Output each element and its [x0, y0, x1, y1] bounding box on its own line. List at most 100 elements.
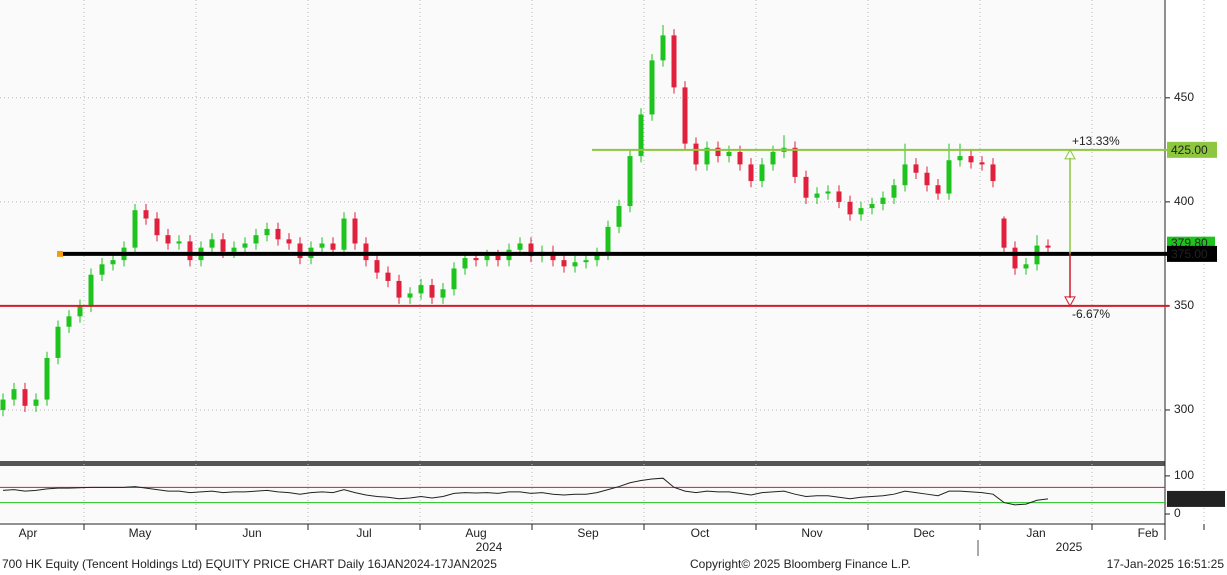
candle-body	[770, 151, 776, 165]
candle-body	[616, 206, 622, 227]
candle-body	[187, 241, 193, 261]
candle-body	[44, 357, 50, 400]
candle-body	[385, 272, 391, 281]
y-tick-label: 300	[1174, 402, 1194, 416]
candle-body	[968, 156, 974, 163]
candle-body	[143, 210, 149, 219]
candle-body	[462, 258, 468, 269]
candle-body	[418, 285, 424, 294]
candle-body	[693, 143, 699, 165]
candle-body	[902, 164, 908, 186]
candle-body	[242, 243, 248, 248]
candle-body	[594, 253, 600, 261]
candle-body	[286, 239, 292, 244]
candle-body	[99, 264, 105, 275]
candle-body	[737, 151, 743, 165]
x-tick-label: Jul	[356, 526, 371, 540]
candle-body	[671, 35, 677, 88]
candle-body	[209, 239, 215, 248]
candle-body	[715, 147, 721, 157]
candle-body	[605, 226, 611, 254]
level-label-box	[1167, 141, 1217, 158]
candle-body	[660, 35, 666, 61]
panel-divider	[0, 461, 1165, 466]
price-panel	[0, 0, 1165, 462]
arrow-head	[1064, 296, 1076, 307]
candle-body	[341, 218, 347, 250]
candle-body	[1012, 247, 1018, 269]
candle-body	[858, 208, 864, 215]
candle-body	[1045, 245, 1051, 248]
candle-body	[682, 87, 688, 144]
candle-body	[561, 260, 567, 267]
x-tick-label: Sep	[577, 526, 599, 540]
year-label: 2024	[476, 540, 503, 554]
candle-body	[792, 147, 798, 177]
candle-body	[1001, 218, 1007, 248]
candle-body	[583, 260, 589, 263]
candle-body	[220, 239, 226, 252]
candle-body	[231, 247, 237, 252]
candle-body	[638, 114, 644, 157]
x-tick-label: Nov	[801, 526, 822, 540]
y-tick-label: 0	[1174, 506, 1181, 520]
candle-body	[253, 235, 259, 244]
candle-body	[429, 285, 435, 298]
candle-body	[946, 160, 952, 194]
level-label-box	[1167, 245, 1217, 262]
annotation: +13.33%	[1072, 134, 1120, 148]
candle-body	[836, 191, 842, 202]
chart-title: 700 HK Equity (Tencent Holdings Ltd) EQU…	[2, 557, 497, 571]
x-tick-label: Aug	[465, 526, 486, 540]
candle-body	[0, 399, 6, 410]
candle-body	[880, 197, 886, 204]
level-label: 375.00	[1171, 247, 1208, 261]
candle-body	[528, 243, 534, 256]
candle-body	[176, 241, 182, 244]
candle-body	[473, 258, 479, 261]
candle-body	[979, 162, 985, 165]
candle-body	[275, 228, 281, 240]
candle-body	[88, 274, 94, 306]
candle-body	[22, 389, 28, 406]
y-tick-label: 100	[1174, 468, 1194, 482]
candle-body	[517, 243, 523, 250]
candle-body	[572, 262, 578, 267]
candle-body	[990, 164, 996, 182]
x-tick-label: Oct	[691, 526, 710, 540]
candle-body	[363, 243, 369, 261]
candle-body	[627, 156, 633, 207]
candle-body	[374, 260, 380, 273]
year-label: 2025	[1056, 540, 1083, 554]
candle-body	[704, 147, 710, 165]
candle-body	[869, 203, 875, 209]
arrow-head	[1064, 148, 1076, 160]
candle-body	[759, 164, 765, 182]
candle-body	[440, 289, 446, 298]
candle-body	[825, 191, 831, 194]
candle-body	[77, 305, 83, 317]
candle-body	[396, 280, 402, 298]
candle-body	[66, 316, 72, 327]
candle-body	[55, 326, 61, 358]
rsi-label-box	[1167, 490, 1225, 507]
annotation: -6.67%	[1072, 307, 1110, 321]
candle-body	[913, 164, 919, 173]
candle-body	[319, 243, 325, 248]
x-tick-label: Dec	[913, 526, 934, 540]
candle-body	[891, 185, 897, 198]
timestamp: 17-Jan-2025 16:51:25	[1107, 557, 1225, 571]
rsi-label: 39.5589	[1170, 492, 1214, 506]
candle-body	[33, 399, 39, 406]
copyright: Copyright© 2025 Bloomberg Finance L.P.	[690, 557, 911, 571]
candle-body	[1023, 264, 1029, 269]
x-tick-label: Feb	[1138, 526, 1159, 540]
y-tick-label: 400	[1174, 194, 1194, 208]
candle-body	[726, 151, 732, 157]
level-label: 425.00	[1171, 143, 1208, 157]
candle-body	[550, 251, 556, 261]
candle-body	[407, 293, 413, 298]
candle-body	[957, 156, 963, 161]
candle-body	[330, 243, 336, 250]
